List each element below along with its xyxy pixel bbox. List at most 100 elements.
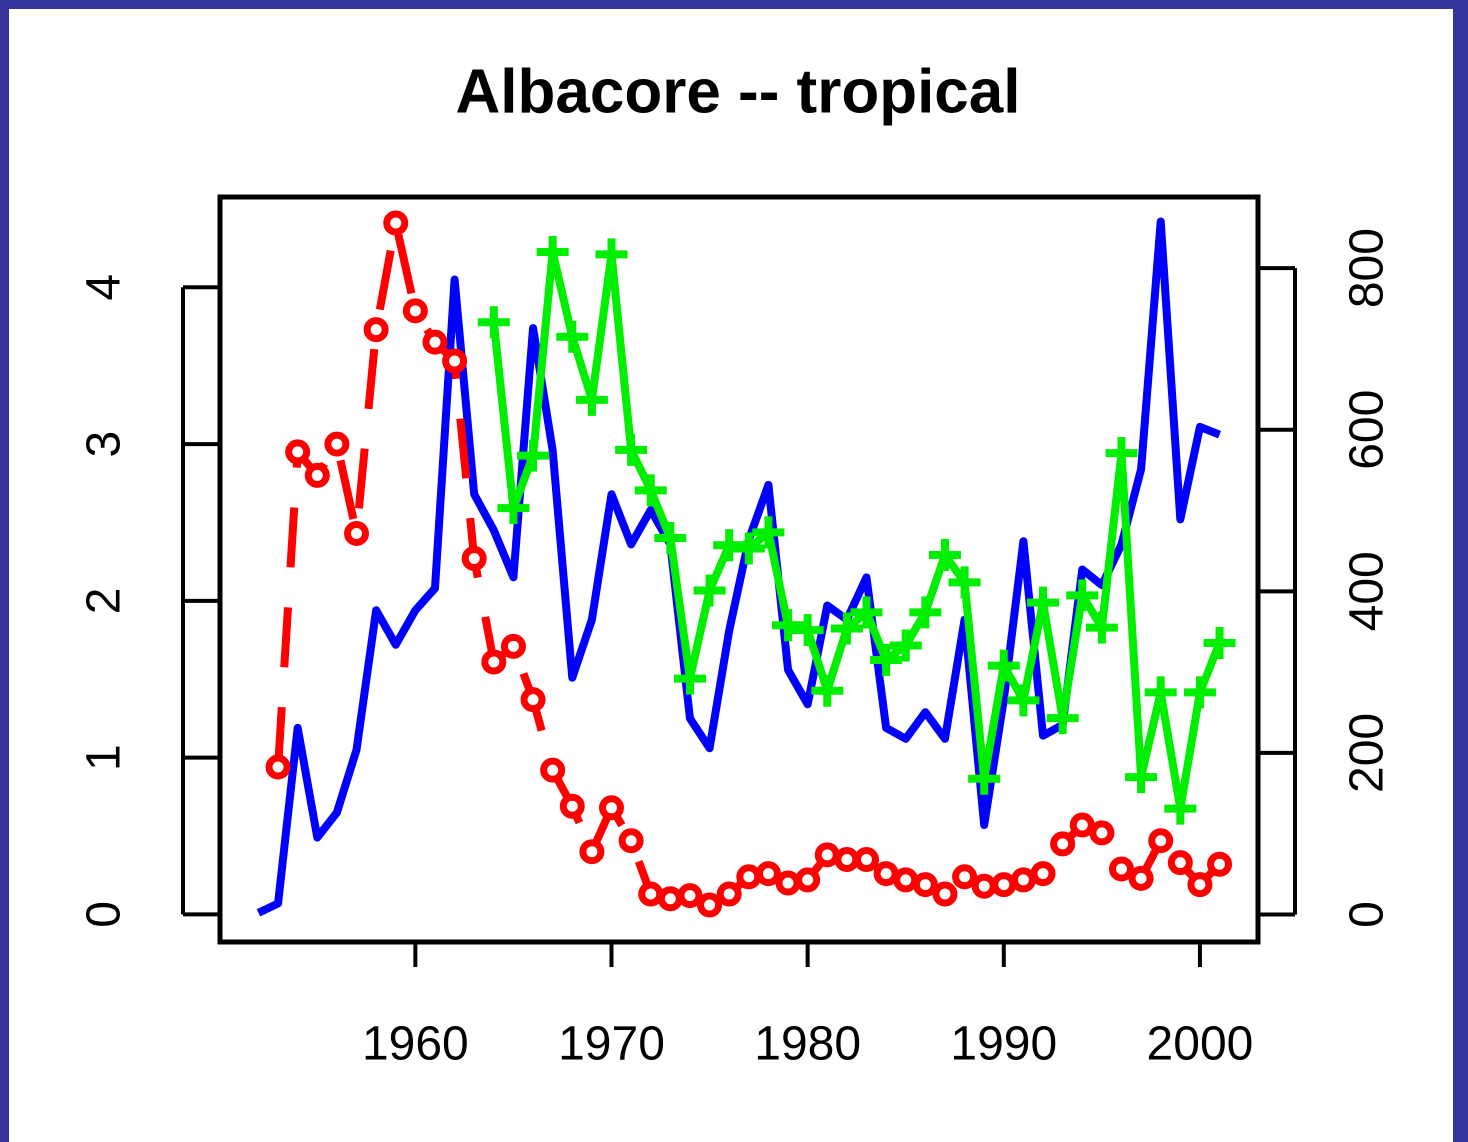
data-point — [1148, 828, 1174, 854]
y-tick-label: 4 — [78, 274, 131, 301]
y2-tick-label: 800 — [1341, 228, 1394, 308]
x-tick-label: 1990 — [950, 1018, 1057, 1071]
data-point — [383, 210, 409, 236]
data-point — [477, 306, 510, 339]
x-tick-label: 1960 — [362, 1018, 469, 1071]
data-point — [520, 687, 546, 713]
data-point — [654, 521, 687, 554]
data-point — [811, 674, 844, 707]
y2-tick-label: 400 — [1341, 551, 1394, 631]
data-point — [559, 793, 585, 819]
data-point — [575, 383, 608, 416]
data-point — [517, 439, 550, 472]
data-point — [814, 842, 840, 868]
data-point — [304, 462, 330, 488]
data-point — [732, 532, 765, 565]
data-point — [693, 574, 726, 607]
data-point — [595, 238, 628, 271]
data-point — [1203, 627, 1236, 660]
data-point — [697, 892, 723, 918]
data-point — [481, 649, 507, 675]
y-tick-label: 0 — [78, 901, 131, 928]
data-point — [1089, 820, 1115, 846]
data-point — [422, 329, 448, 355]
data-point — [1144, 676, 1177, 709]
data-point — [893, 867, 919, 893]
data-point — [442, 348, 468, 374]
x-tick-label: 2000 — [1147, 1018, 1254, 1071]
data-point — [402, 298, 428, 324]
data-point — [344, 520, 370, 546]
x-tick-label: 1970 — [558, 1018, 665, 1071]
data-point — [540, 757, 566, 783]
y2-tick-label: 0 — [1341, 901, 1394, 928]
data-point — [928, 538, 961, 571]
data-point — [1105, 437, 1138, 470]
data-point — [1007, 684, 1040, 717]
data-point — [948, 566, 981, 599]
x-tick-label: 1980 — [754, 1018, 861, 1071]
data-point — [971, 873, 997, 899]
data-point — [615, 433, 648, 466]
data-point — [1128, 865, 1154, 891]
data-point — [991, 872, 1017, 898]
data-point — [657, 886, 683, 912]
data-point — [889, 629, 922, 662]
data-point — [1010, 867, 1036, 893]
data-point — [1125, 761, 1158, 794]
data-point — [677, 883, 703, 909]
data-point — [795, 867, 821, 893]
data-point — [775, 870, 801, 896]
data-point — [363, 317, 389, 343]
data-point — [932, 881, 958, 907]
data-point — [736, 864, 762, 890]
data-point — [536, 235, 569, 268]
data-point — [1167, 850, 1193, 876]
y-tick-label: 3 — [78, 431, 131, 458]
data-point — [870, 643, 903, 676]
data-point — [987, 649, 1020, 682]
y2-tick-label: 600 — [1341, 390, 1394, 470]
data-point — [634, 474, 667, 507]
data-point — [1030, 861, 1056, 887]
data-point — [500, 633, 526, 659]
y2-tick-label: 200 — [1341, 713, 1394, 793]
data-point — [461, 546, 487, 572]
data-point — [830, 612, 863, 645]
data-point — [285, 439, 311, 465]
data-point — [1164, 792, 1197, 825]
data-point — [791, 614, 824, 647]
chart-title: Albacore -- tropical — [456, 57, 1021, 126]
data-point — [638, 881, 664, 907]
data-point — [579, 839, 605, 865]
data-point — [952, 864, 978, 890]
data-point — [834, 847, 860, 873]
data-point — [265, 754, 291, 780]
data-point — [755, 861, 781, 887]
data-point — [752, 516, 785, 549]
data-point — [1108, 856, 1134, 882]
plot-background — [9, 9, 1453, 1142]
data-point — [324, 431, 350, 457]
y-tick-label: 1 — [78, 744, 131, 771]
data-point — [968, 762, 1001, 795]
data-point — [1027, 586, 1060, 619]
data-point — [1069, 812, 1095, 838]
data-point — [850, 596, 883, 629]
plot-frame — [217, 194, 1261, 945]
data-point — [1050, 831, 1076, 857]
data-point — [1046, 702, 1079, 735]
data-point — [1187, 872, 1213, 898]
data-point — [1207, 851, 1233, 877]
data-point — [673, 662, 706, 695]
data-point — [1085, 611, 1118, 644]
data-point — [873, 861, 899, 887]
data-point — [772, 609, 805, 642]
y-tick-label: 2 — [78, 588, 131, 615]
data-point — [716, 881, 742, 907]
data-point — [599, 795, 625, 821]
data-point — [912, 872, 938, 898]
data-point — [853, 847, 879, 873]
